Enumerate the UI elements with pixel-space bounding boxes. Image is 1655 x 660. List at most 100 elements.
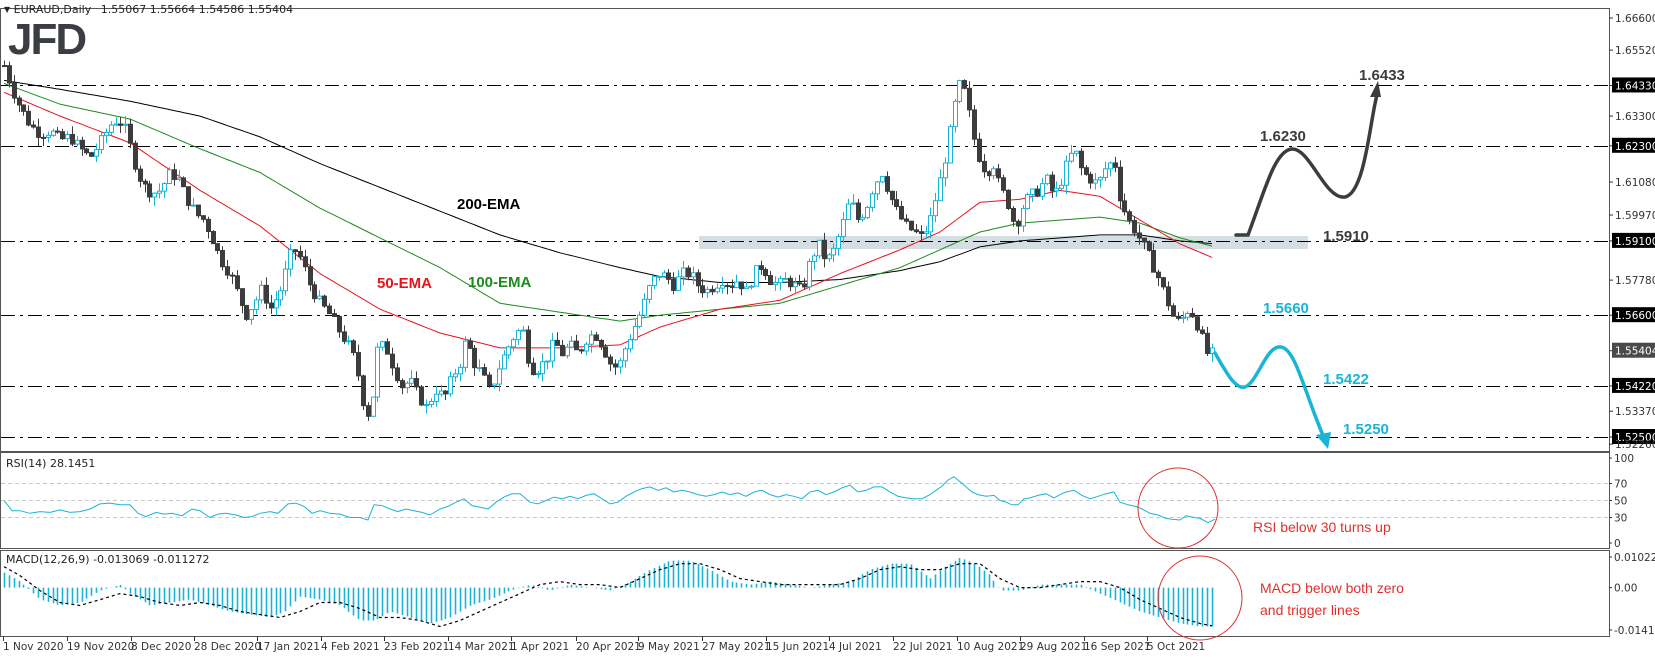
price-tick-label: 1.61080 (1615, 177, 1655, 189)
bull-candle (152, 192, 157, 198)
bear-candle (1171, 305, 1176, 317)
bear-candle (1195, 316, 1200, 331)
date-label: 20 Apr 2021 (576, 641, 641, 653)
bull-candle (734, 281, 739, 288)
bull-candle (657, 275, 662, 278)
bull-candle (502, 354, 507, 370)
bear-candle (725, 285, 730, 288)
bull-candle (167, 169, 172, 185)
bear-candle (89, 152, 94, 157)
bear-candle (366, 405, 371, 417)
bull-candle (783, 277, 788, 280)
bull-candle (831, 247, 836, 256)
bull-candle (569, 340, 574, 348)
bear-candle (890, 190, 895, 201)
bear-candle (332, 313, 337, 317)
bear-candle (482, 367, 487, 376)
bear-candle (904, 218, 909, 222)
bear-candle (472, 347, 477, 369)
bull-candle (860, 217, 865, 220)
rsi-highlight-circle (1137, 467, 1219, 549)
bull-candle (744, 286, 749, 290)
bull-candle (628, 339, 633, 350)
bull-candle (511, 339, 516, 348)
bull-candle (346, 340, 351, 343)
level-label: 1.5910 (1323, 228, 1369, 245)
bear-candle (788, 277, 793, 288)
bull-candle (317, 295, 322, 300)
bull-candle (104, 131, 109, 137)
bull-candle (633, 325, 638, 341)
bull-candle (540, 361, 545, 375)
bull-candle (846, 203, 851, 221)
main-panel-frame (0, 8, 1610, 452)
bull-candle (938, 177, 943, 202)
bull-candle (807, 261, 812, 288)
ema-label: 200-EMA (457, 196, 521, 213)
date-label: 16 Sep 2021 (1084, 641, 1151, 653)
bull-candle (409, 378, 414, 384)
bear-candle (351, 340, 356, 354)
level-label: 1.5422 (1323, 371, 1369, 388)
date-label: 1 Nov 2020 (3, 641, 64, 653)
bull-candle (647, 285, 652, 300)
bear-candle (763, 268, 768, 277)
bull-candle (429, 400, 434, 406)
bear-candle (400, 380, 405, 389)
bullish-scenario-arrow (1234, 93, 1379, 237)
bull-candle (1021, 207, 1026, 227)
bull-candle (1108, 162, 1113, 170)
bear-candle (235, 275, 240, 290)
bear-candle (361, 375, 366, 407)
bear-candle (215, 243, 220, 251)
bear-candle (730, 285, 735, 288)
bear-candle (356, 352, 361, 377)
bull-candle (691, 272, 696, 278)
bear-candle (608, 356, 613, 365)
bear-candle (312, 284, 317, 300)
arrow-head-down-icon (1316, 432, 1331, 449)
bear-candle (303, 256, 308, 268)
symbol-header[interactable]: ▼ EURAUD,Daily 1.55067 1.55664 1.54586 1… (4, 3, 293, 16)
date-label: 28 Dec 2020 (194, 641, 261, 653)
collapse-triangle-icon[interactable]: ▼ (4, 5, 11, 14)
date-label: 27 May 2021 (702, 641, 770, 653)
bull-candle (123, 123, 128, 126)
bear-candle (967, 87, 972, 111)
bull-candle (875, 181, 880, 195)
bull-candle (94, 149, 99, 157)
bull-candle (65, 134, 70, 140)
bull-candle (924, 231, 929, 234)
bull-candle (1074, 150, 1079, 154)
arrow-head-up-icon (1370, 81, 1381, 97)
bull-candle (46, 134, 51, 139)
macd-tick-label: -0.014178 (1614, 625, 1655, 637)
bear-candle (894, 199, 899, 208)
rsi-tick-label: 100 (1614, 453, 1634, 465)
bull-candle (434, 393, 439, 402)
price-tick-label: 1.59100 (1615, 236, 1655, 248)
bear-candle (240, 288, 245, 307)
bear-candle (1088, 173, 1093, 184)
bull-candle (953, 100, 958, 128)
bull-candle (841, 219, 846, 238)
bear-candle (133, 142, 138, 170)
bull-candle (1040, 183, 1045, 197)
ema-label: 50-EMA (377, 275, 433, 292)
bear-candle (710, 288, 715, 293)
bear-candle (80, 139, 85, 150)
bull-candle (1069, 152, 1074, 162)
bull-candle (652, 276, 657, 287)
bear-candle (802, 283, 807, 288)
price-tag (1612, 342, 1655, 358)
bear-candle (1200, 329, 1205, 334)
bear-candle (55, 130, 60, 133)
bear-candle (308, 266, 313, 286)
bear-candle (322, 295, 327, 307)
bear-candle (1147, 241, 1152, 251)
bull-candle (380, 341, 385, 348)
ema-label: 100-EMA (468, 274, 532, 291)
bull-candle (870, 193, 875, 208)
date-label: 5 Oct 2021 (1147, 641, 1205, 653)
